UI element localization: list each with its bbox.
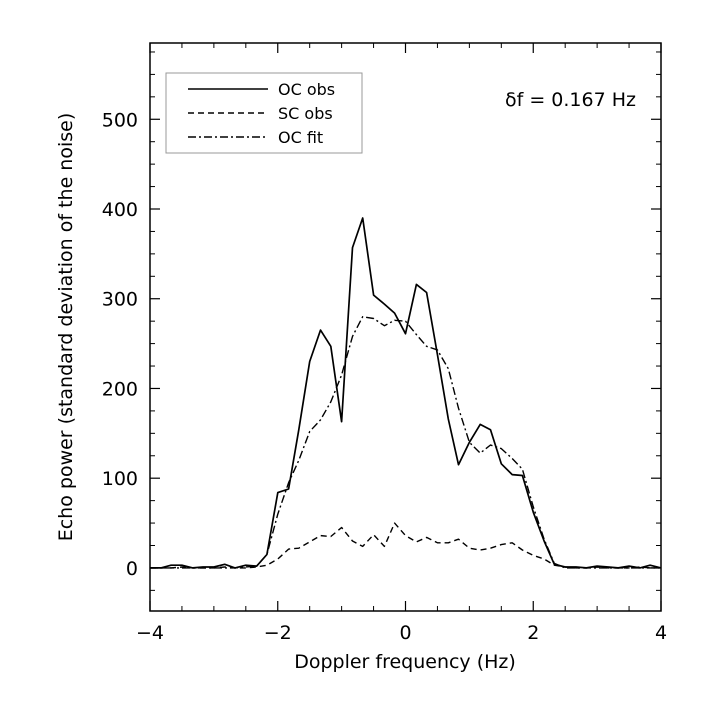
legend: OC obs SC obs OC fit (165, 72, 363, 154)
series-line-sc-obs (150, 522, 661, 569)
y-tick-label: 500 (102, 109, 138, 131)
x-tick-label: −2 (264, 622, 292, 644)
x-tick-label: 2 (527, 622, 539, 644)
x-tick-label: 0 (399, 622, 411, 644)
resolution-annotation: δf = 0.167 Hz (505, 89, 636, 111)
series-line-oc-fit (150, 316, 661, 569)
legend-label-oc-fit: OC fit (278, 128, 323, 147)
y-tick-label: 100 (102, 468, 138, 490)
x-axis-label: Doppler frequency (Hz) (294, 651, 516, 673)
series-line-oc-obs (150, 217, 662, 569)
y-axis-label: Echo power (standard deviation of the no… (55, 113, 77, 542)
x-tick-label: −4 (136, 622, 164, 644)
legend-label-oc-obs: OC obs (278, 80, 335, 99)
y-tick-label: 200 (102, 378, 138, 400)
axis-ticks: −4 −2 0 2 4 0 100 200 300 400 500 (102, 43, 667, 644)
y-tick-label: 0 (126, 558, 138, 580)
x-tick-label: 4 (655, 622, 667, 644)
series-layer (150, 217, 662, 569)
legend-label-sc-obs: SC obs (278, 104, 333, 123)
y-tick-label: 300 (102, 289, 138, 311)
y-tick-label: 400 (102, 199, 138, 221)
